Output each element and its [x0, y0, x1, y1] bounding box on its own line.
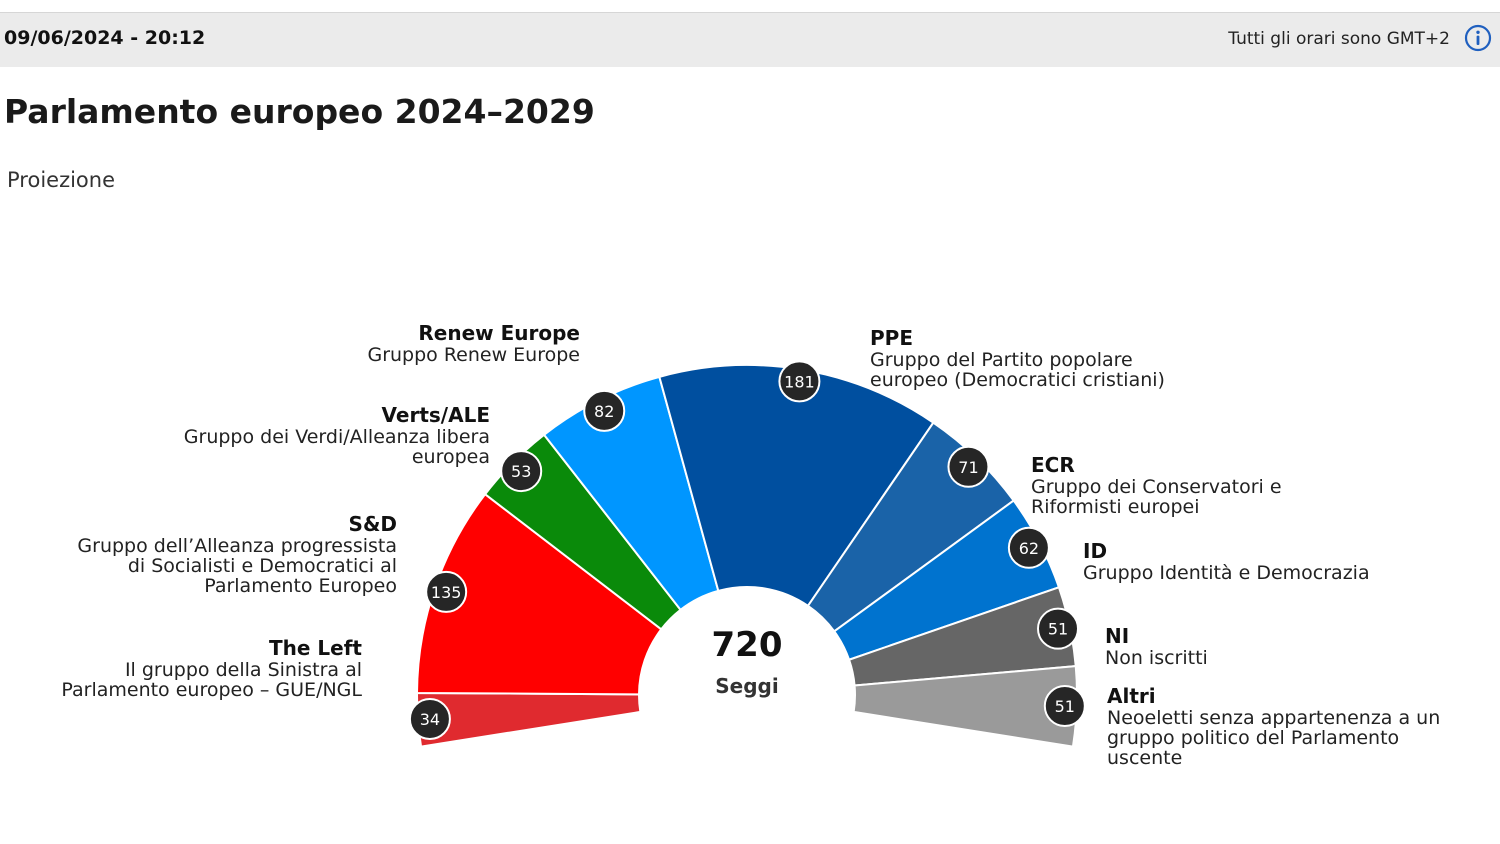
group-label-ecr: ECR Gruppo dei Conservatori e Riformisti … [1031, 455, 1282, 517]
group-full-name: Gruppo dell’Alleanza progressista di Soc… [77, 535, 397, 597]
group-full-name: Gruppo del Partito popolare europeo (Dem… [870, 349, 1165, 391]
group-full-name: Neoeletti senza appartenenza a un gruppo… [1107, 707, 1441, 769]
group-label-verts: Verts/ALE Gruppo dei Verdi/Alleanza liber… [184, 405, 490, 467]
seat-badge-sd [425, 570, 468, 613]
group-name: Verts/ALE [381, 403, 490, 427]
group-full-name: Gruppo Renew Europe [367, 344, 580, 366]
seat-count-verts: 53 [511, 462, 531, 481]
seat-count-left: 34 [420, 710, 440, 729]
chart-subtitle: Proiezione [7, 168, 116, 192]
group-label-altri: Altri Neoeletti senza appartenenza a un g… [1107, 686, 1440, 768]
seat-badge-left [408, 697, 451, 740]
total-seats-value: 720 [712, 625, 783, 665]
seat-count-ni: 51 [1048, 620, 1068, 639]
group-full-name: Gruppo dei Conservatori e Riformisti eur… [1031, 476, 1282, 518]
seat-count-renew: 82 [594, 402, 614, 421]
group-label-sd: S&D Gruppo dell’Alleanza progressista di … [77, 514, 397, 596]
group-name: Renew Europe [418, 321, 580, 345]
seat-count-sd: 135 [431, 583, 462, 602]
group-full-name: Gruppo dei Verdi/Alleanza libera europea [183, 426, 490, 468]
seat-badge-renew [583, 389, 626, 432]
group-name: ECR [1031, 453, 1075, 477]
group-full-name: Il gruppo della Sinistra al Parlamento e… [61, 659, 362, 701]
group-label-ppe: PPE Gruppo del Partito popolare europeo (… [870, 328, 1165, 390]
seat-segment-sd[interactable] [415, 492, 663, 696]
seat-count-ppe: 181 [784, 372, 815, 391]
seat-badge-ppe [778, 360, 821, 403]
group-name: ID [1083, 539, 1108, 563]
group-full-name: Gruppo Identità e Democrazia [1083, 562, 1370, 584]
seat-badge-ecr [947, 445, 990, 488]
total-seats-label: Seggi [715, 674, 778, 698]
seat-badge-verts [500, 450, 543, 493]
seat-count-altri: 51 [1055, 697, 1075, 716]
header-bar: 09/06/2024 - 20:12 Tutti gli orari sono … [0, 12, 1500, 67]
seat-segment-ppe[interactable] [658, 364, 935, 608]
seat-count-ecr: 71 [958, 458, 978, 477]
seat-badge-ni [1037, 607, 1080, 650]
group-name: Altri [1107, 684, 1156, 708]
seat-segment-altri[interactable] [852, 665, 1078, 748]
group-name: PPE [870, 326, 913, 350]
seat-count-id: 62 [1019, 539, 1039, 558]
group-label-id: ID Gruppo Identità e Democrazia [1083, 541, 1370, 583]
group-full-name: Non iscritti [1105, 647, 1208, 669]
group-label-renew: Renew Europe Gruppo Renew Europe [367, 323, 580, 365]
group-label-ni: NI Non iscritti [1105, 626, 1208, 668]
group-label-left: The Left Il gruppo della Sinistra al Parl… [61, 638, 362, 700]
group-name: NI [1105, 624, 1130, 648]
group-name: The Left [269, 636, 362, 660]
info-circle-icon[interactable] [1464, 24, 1492, 52]
seat-badge-id [1007, 526, 1050, 569]
timezone-note: Tutti gli orari sono GMT+2 [1228, 29, 1450, 49]
update-timestamp: 09/06/2024 - 20:12 [4, 27, 206, 49]
group-name: S&D [348, 512, 397, 536]
page-title: Parlamento europeo 2024–2029 [4, 92, 595, 131]
seat-badge-altri [1043, 685, 1086, 728]
